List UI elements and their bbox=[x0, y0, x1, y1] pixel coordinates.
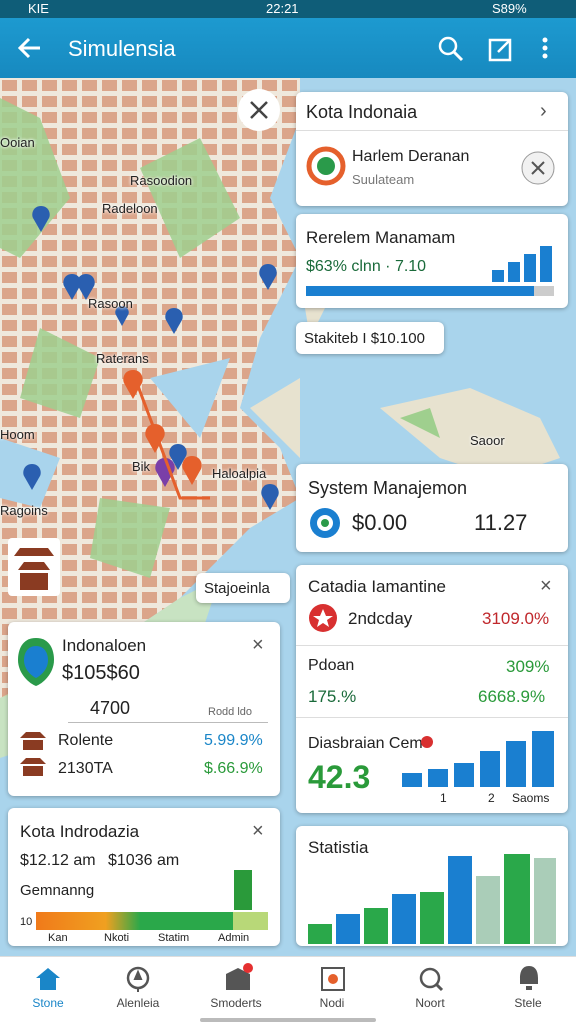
close-button[interactable]: × bbox=[252, 820, 264, 842]
map-label: Hoom bbox=[0, 427, 35, 442]
row-label: Pdoan bbox=[308, 657, 355, 674]
axis-label: Saoms bbox=[512, 791, 550, 805]
card-title: System Manajemon bbox=[308, 478, 468, 498]
map-label: Rasoon bbox=[88, 296, 133, 311]
row-value: 3109.0% bbox=[482, 609, 550, 628]
amount: $0.00 bbox=[352, 510, 408, 535]
edit-button[interactable] bbox=[488, 36, 514, 62]
battery: S89% bbox=[492, 1, 527, 16]
nav-label: Stele bbox=[514, 996, 542, 1010]
indonaloen-card: Indonaloen × $105$60 4700 Rodd ldo Rolen… bbox=[8, 622, 280, 796]
card-title: Kota Indrodazia bbox=[20, 822, 140, 841]
chevron[interactable]: › bbox=[540, 100, 547, 122]
row-label: Rolente bbox=[58, 732, 114, 749]
axis-label: Admin bbox=[218, 932, 250, 944]
system-card: System Manajemon $0.00 11.27 bbox=[296, 464, 568, 552]
axis-label: Kan bbox=[48, 932, 68, 944]
map-callout: Stakiteb I $10.100 bbox=[304, 330, 425, 347]
statistia-card: Statistia bbox=[296, 826, 568, 946]
nav-label: Smoderts bbox=[210, 996, 262, 1010]
item-subtitle: Suulateam bbox=[352, 172, 415, 187]
map-label: Radeloon bbox=[102, 201, 158, 216]
axis-label: 1 bbox=[440, 791, 447, 805]
card-title: Rerelem Manamam bbox=[306, 228, 456, 247]
nav-item[interactable]: Noort bbox=[382, 956, 478, 1024]
map-label: Rasoodion bbox=[130, 173, 193, 188]
axis-label: Nkoti bbox=[104, 932, 130, 944]
big-value: 42.3 bbox=[308, 759, 371, 795]
map-label: Saoor bbox=[470, 433, 505, 448]
bottom-nav bbox=[0, 956, 576, 1024]
close-button[interactable]: × bbox=[252, 634, 264, 656]
row-label: 2ndcday bbox=[348, 609, 413, 628]
menu-button[interactable] bbox=[540, 36, 550, 62]
value: 11.27 bbox=[474, 510, 528, 535]
note: Rodd ldo bbox=[208, 706, 253, 718]
map-label: Ragoins bbox=[0, 503, 48, 518]
status-bar: KIE 22:21 S89% bbox=[0, 0, 576, 18]
item-title: Harlem Deranan bbox=[352, 148, 470, 165]
axis-label: 2 bbox=[488, 791, 495, 805]
back-button[interactable] bbox=[16, 36, 44, 60]
time: $1036 am bbox=[108, 852, 180, 869]
app-bar: Simulensia bbox=[0, 18, 576, 78]
card-title: Indonaloen bbox=[62, 636, 147, 655]
map-callout: Stajoeinla bbox=[204, 580, 270, 597]
map-label: Ooian bbox=[0, 135, 35, 150]
app-title: Simulensia bbox=[68, 36, 176, 61]
card-title: Statistia bbox=[308, 838, 369, 857]
map-label: Raterans bbox=[96, 351, 149, 366]
nav-label: Stone bbox=[32, 996, 64, 1010]
amount: $105$60 bbox=[62, 662, 140, 684]
nav-item[interactable]: Nodi bbox=[284, 956, 380, 1024]
card-title: Kota Indonaia bbox=[306, 102, 418, 122]
time: 22:21 bbox=[266, 1, 299, 16]
nav-item[interactable]: Smoderts bbox=[188, 956, 284, 1024]
row-label: 2130TA bbox=[58, 760, 113, 777]
map-label: Haloalpia bbox=[212, 466, 267, 481]
row-value: 5.99.9% bbox=[204, 732, 263, 749]
carrier: KIE bbox=[28, 1, 49, 16]
value: 4700 bbox=[90, 698, 131, 718]
nav-label: Alenleia bbox=[116, 996, 160, 1010]
close-button[interactable] bbox=[520, 150, 556, 186]
kota-indrodazia-card: Kota Indrodazia × $12.12 am $1036 am Gem… bbox=[8, 808, 280, 946]
row-value: 6668.9% bbox=[478, 687, 546, 706]
close-button[interactable]: × bbox=[540, 575, 552, 597]
card-title: Catadia Iamantine bbox=[308, 577, 446, 596]
scale-start: 10 bbox=[20, 916, 33, 928]
search-button[interactable] bbox=[438, 36, 464, 62]
time: $12.12 am bbox=[20, 852, 96, 869]
card-subtitle: $63% clnn · 7.10 bbox=[306, 258, 427, 275]
label: Gemnanng bbox=[20, 882, 95, 899]
section-title: Diasbraian Cem bbox=[308, 735, 423, 752]
nav-label: Nodi bbox=[319, 996, 345, 1010]
row-label: 175.% bbox=[308, 687, 357, 706]
row-value: $.66.9% bbox=[204, 760, 263, 777]
catadia-card: Catadia Iamantine × 2ndcday 3109.0% Pdoa… bbox=[296, 565, 568, 813]
nav-item[interactable]: Alenleia bbox=[90, 956, 186, 1024]
nav-item[interactable]: Stele bbox=[480, 956, 576, 1024]
nav-item[interactable]: Stone bbox=[0, 956, 96, 1024]
nav-label: Noort bbox=[415, 996, 445, 1010]
row-value: 309% bbox=[506, 657, 550, 676]
kota-card: Kota Indonaia › Harlem Deranan Suulateam bbox=[296, 92, 568, 206]
axis-label: Statim bbox=[158, 932, 190, 944]
rerelem-card: Rerelem Manamam $63% clnn · 7.10 bbox=[296, 214, 568, 308]
map-label: Bik bbox=[132, 459, 151, 474]
